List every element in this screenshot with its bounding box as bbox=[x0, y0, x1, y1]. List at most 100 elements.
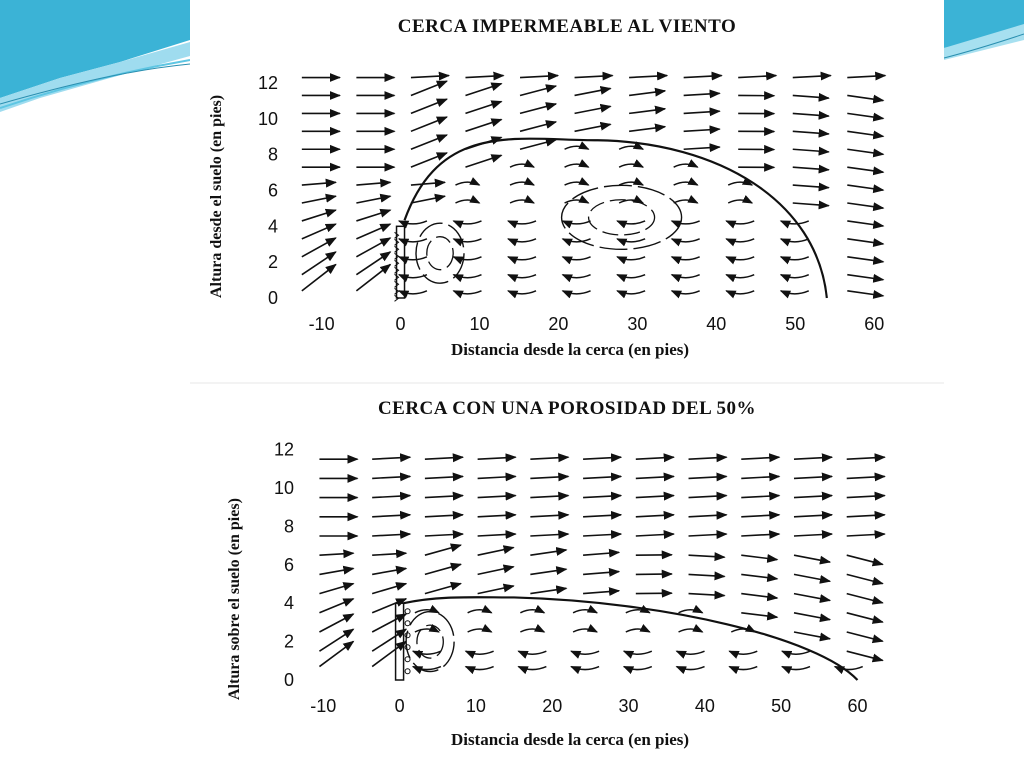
flow-arrow bbox=[319, 598, 355, 614]
eddy-arrow bbox=[725, 274, 755, 283]
y-tick-label: 0 bbox=[268, 288, 278, 308]
flow-arrow bbox=[301, 223, 337, 240]
eddy-arrow bbox=[725, 238, 755, 247]
flow-arrow bbox=[530, 453, 570, 463]
flow-arrow bbox=[847, 130, 885, 140]
eddy-arrow bbox=[464, 665, 494, 675]
eddy-arrow bbox=[517, 665, 547, 675]
flow-arrow bbox=[477, 510, 517, 520]
eddy-arrow bbox=[670, 274, 700, 283]
flow-arrow bbox=[847, 71, 887, 81]
eddy-arrow bbox=[616, 220, 646, 229]
flow-arrow bbox=[371, 582, 408, 595]
flow-arrow bbox=[635, 472, 675, 482]
eddy-arrow bbox=[507, 256, 537, 265]
flow-arrow bbox=[792, 164, 830, 174]
eddy-arrow bbox=[616, 290, 646, 299]
eddy-arrow bbox=[727, 177, 754, 186]
flow-arrow bbox=[356, 178, 392, 188]
flow-arrow bbox=[465, 136, 503, 150]
flow-arrow bbox=[301, 251, 337, 276]
flow-arrow bbox=[372, 510, 412, 520]
diagram-sheet: CERCA IMPERMEABLE AL VIENTO CERCA CON UN… bbox=[190, 0, 944, 768]
flow-arrow bbox=[688, 510, 728, 520]
flow-arrow bbox=[846, 472, 886, 482]
flow-arrow bbox=[793, 453, 834, 463]
flow-arrow bbox=[372, 565, 408, 576]
flow-arrow bbox=[583, 472, 623, 482]
fence-pore bbox=[404, 668, 411, 675]
x-tick-label: 60 bbox=[847, 696, 867, 716]
flow-arrow bbox=[519, 102, 558, 115]
eddy-arrow bbox=[397, 256, 428, 265]
flow-arrow bbox=[792, 182, 830, 192]
flow-arrow bbox=[792, 92, 830, 102]
eddy-arrow bbox=[725, 256, 755, 265]
flow-arrow bbox=[741, 573, 779, 583]
eddy-arrow bbox=[781, 665, 811, 675]
eddy-arrow bbox=[452, 220, 482, 229]
flow-arrow bbox=[410, 80, 448, 97]
flow-arrow bbox=[318, 640, 355, 668]
y-tick-label: 0 bbox=[284, 670, 294, 690]
flow-arrow bbox=[583, 491, 623, 501]
fence-hatch bbox=[394, 245, 400, 253]
flow-arrow bbox=[846, 650, 884, 663]
eddy-arrow bbox=[670, 256, 700, 265]
flow-arrow bbox=[741, 491, 781, 501]
flow-arrow bbox=[355, 251, 392, 276]
eddy-arrow bbox=[616, 274, 646, 283]
eddy-arrow bbox=[675, 650, 705, 659]
flow-arrow bbox=[465, 118, 503, 133]
flow-arrow bbox=[793, 491, 834, 501]
flow-arrow bbox=[847, 238, 885, 247]
eddy-arrow bbox=[397, 238, 428, 247]
flow-arrow bbox=[519, 71, 560, 81]
eddy-arrow bbox=[467, 604, 493, 614]
eddy-arrow bbox=[561, 220, 591, 229]
eddy-arrow bbox=[779, 290, 810, 299]
flow-arrow bbox=[530, 566, 568, 576]
flow-arrow bbox=[741, 611, 779, 621]
x-tick-label: 40 bbox=[706, 314, 726, 334]
eddy-arrow bbox=[564, 195, 590, 204]
wave-decoration-left bbox=[0, 0, 191, 112]
flow-arrow bbox=[477, 472, 517, 482]
flow-arrow bbox=[847, 184, 885, 194]
eddy-arrow bbox=[833, 665, 864, 675]
flow-arrow bbox=[301, 263, 337, 292]
flow-arrow bbox=[846, 631, 884, 644]
flow-arrow bbox=[793, 592, 832, 603]
eddy-arrow bbox=[728, 650, 758, 659]
x-tick-label: 30 bbox=[627, 314, 647, 334]
eddy-arrow bbox=[622, 665, 653, 675]
top-flow-diagram: -10 0 10 20 30 40 50 60 0 2 4 6 8 10 12 bbox=[258, 71, 887, 334]
eddy-arrow bbox=[561, 238, 591, 247]
y-tick-label: 6 bbox=[284, 555, 294, 575]
flow-arrow bbox=[465, 71, 505, 81]
flow-arrow bbox=[583, 510, 623, 520]
flow-arrow bbox=[371, 628, 408, 652]
eddy-arrow bbox=[561, 274, 591, 283]
flow-arrow bbox=[847, 220, 885, 230]
x-tick-label: 10 bbox=[466, 696, 486, 716]
flow-arrow bbox=[424, 453, 465, 463]
flow-arrow bbox=[793, 510, 834, 520]
flow-arrow bbox=[847, 94, 885, 104]
vortex-inner bbox=[416, 624, 444, 659]
x-tick-label: 20 bbox=[548, 314, 568, 334]
eddy-arrow bbox=[572, 604, 599, 614]
eddy-arrow bbox=[618, 141, 645, 150]
eddy-arrow bbox=[779, 256, 810, 265]
eddy-arrow bbox=[618, 159, 645, 168]
flow-arrow bbox=[319, 582, 355, 595]
flow-arrow bbox=[741, 472, 781, 482]
eddy-arrow bbox=[727, 195, 754, 204]
vortex-inner bbox=[426, 236, 454, 271]
flow-arrow bbox=[688, 552, 726, 562]
flow-arrow bbox=[847, 112, 885, 122]
flow-arrow bbox=[583, 453, 623, 463]
flow-arrow bbox=[530, 530, 570, 540]
eddy-arrow bbox=[675, 665, 705, 675]
